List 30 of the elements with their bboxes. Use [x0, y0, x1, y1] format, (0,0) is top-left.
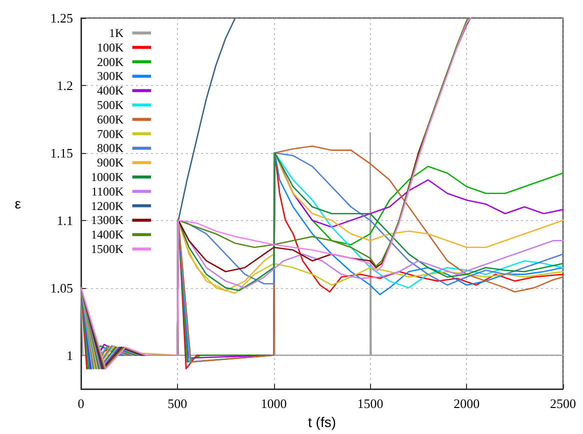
- x-tick-label: 0: [78, 396, 84, 411]
- legend-label: 200K: [96, 54, 124, 69]
- y-axis-title: ε: [14, 196, 21, 212]
- legend-label: 1400K: [90, 228, 124, 242]
- y-tick-label: 1.2: [56, 78, 73, 93]
- legend-label: 1200K: [90, 198, 124, 213]
- y-tick-label: 1.1: [56, 212, 73, 228]
- legend-label: 500K: [96, 98, 124, 112]
- legend-label: 1300K: [90, 213, 124, 228]
- legend-label: 700K: [96, 126, 124, 141]
- legend-label: 1500K: [90, 242, 124, 256]
- x-axis-title: t (fs): [308, 414, 336, 430]
- x-tick-label: 2000: [454, 396, 480, 411]
- legend-label: 800K: [96, 141, 124, 156]
- x-tick-label: 2500: [550, 396, 576, 411]
- y-tick-label: 1.25: [50, 10, 73, 26]
- x-tick-label: 500: [168, 396, 188, 411]
- legend-label: 1100K: [91, 184, 124, 198]
- legend-label: 1000K: [90, 170, 124, 184]
- legend-label: 300K: [96, 69, 124, 84]
- legend-label: 600K: [96, 112, 124, 126]
- x-tick-label: 1500: [357, 396, 384, 411]
- y-tick-label: 1.15: [50, 145, 73, 160]
- legend-label: 400K: [96, 84, 124, 98]
- legend-label: 1K: [108, 26, 124, 40]
- legend-label: 100K: [96, 40, 124, 54]
- y-tick-label: 1.05: [50, 280, 73, 296]
- legend-label: 900K: [96, 156, 124, 170]
- x-tick-label: 1000: [260, 396, 287, 411]
- y-tick-label: 1: [66, 348, 73, 363]
